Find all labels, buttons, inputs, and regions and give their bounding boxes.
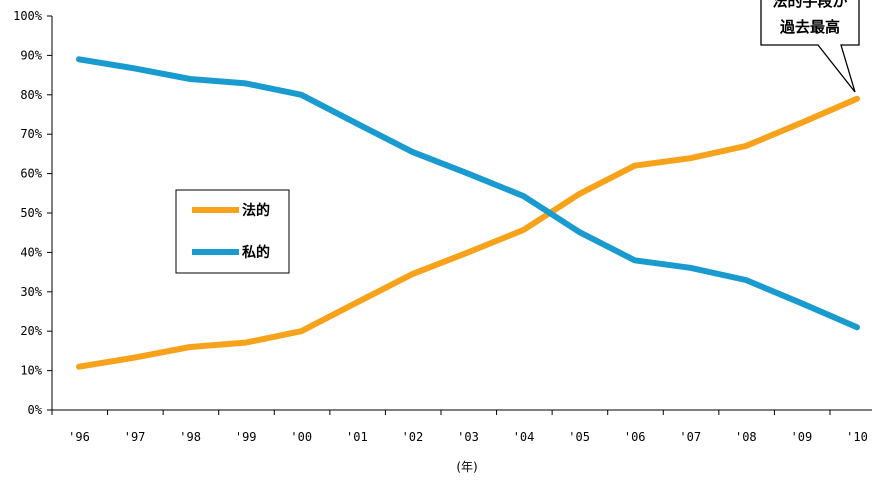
- callout: 法的手段が 過去最高: [760, 0, 860, 93]
- series-line-0: [76, 95, 860, 370]
- x-axis-label: (年): [456, 460, 477, 474]
- x-tick-label: '04: [513, 430, 535, 444]
- x-tick-label: '03: [457, 430, 479, 444]
- legend: 法的 私的: [175, 189, 290, 274]
- y-tick-label: 100%: [13, 9, 43, 23]
- x-axis: '96 '97 '98 '99 '00 '01 '02 '03 '04 '05 '06 '07 '08 '…: [51, 409, 872, 444]
- callout-bubble: [760, 0, 860, 93]
- x-tick-label: '01: [346, 430, 368, 444]
- x-tick-label: '97: [124, 430, 146, 444]
- x-tick-label: '10: [846, 430, 868, 444]
- callout-line-2: 過去最高: [779, 18, 840, 36]
- x-tick-label: '06: [624, 430, 646, 444]
- y-tick-label: 20%: [20, 324, 42, 338]
- x-tick-label: '96: [68, 430, 90, 444]
- x-tick-label: '02: [402, 430, 424, 444]
- y-tick-label: 30%: [20, 285, 42, 299]
- x-tick-label: '99: [235, 430, 257, 444]
- y-tick-label: 10%: [20, 364, 42, 378]
- x-tick-label: '00: [290, 430, 312, 444]
- y-tick-label: 60%: [20, 167, 42, 181]
- x-tick-label: '08: [735, 430, 757, 444]
- y-tick-label: 90%: [20, 48, 42, 62]
- legend-label-1: 私的: [242, 244, 270, 261]
- x-tick-label: '07: [679, 430, 701, 444]
- callout-line-1: 法的手段が: [772, 0, 848, 10]
- y-tick-label: 70%: [20, 127, 42, 141]
- y-tick-label: 50%: [20, 206, 42, 220]
- legend-box: [175, 189, 290, 274]
- x-tick-label: '09: [791, 430, 813, 444]
- x-tick-label: '05: [568, 430, 590, 444]
- series-line-1: [76, 56, 860, 331]
- y-tick-label: 0%: [28, 403, 43, 417]
- legend-label-0: 法的: [242, 202, 270, 219]
- y-tick-label: 40%: [20, 245, 42, 259]
- series-lines: [76, 56, 860, 370]
- x-tick-label: '98: [179, 430, 201, 444]
- y-axis: 0% 10% 20% 30% 40% 50% 60% 70% 80% 90% 100%: [13, 9, 53, 417]
- y-tick-label: 80%: [20, 88, 42, 102]
